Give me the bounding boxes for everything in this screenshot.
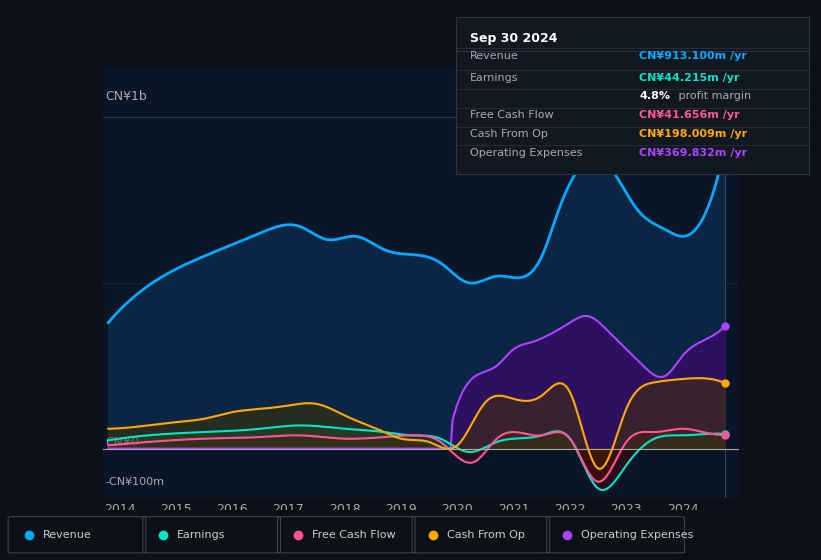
Text: CN¥198.009m /yr: CN¥198.009m /yr bbox=[640, 129, 747, 139]
Text: Operating Expenses: Operating Expenses bbox=[581, 530, 694, 540]
Text: Earnings: Earnings bbox=[177, 530, 226, 540]
Text: -CN¥100m: -CN¥100m bbox=[105, 477, 164, 487]
Text: Free Cash Flow: Free Cash Flow bbox=[470, 110, 553, 120]
Text: Operating Expenses: Operating Expenses bbox=[470, 148, 582, 158]
Text: Sep 30 2024: Sep 30 2024 bbox=[470, 32, 557, 45]
Text: CN¥41.656m /yr: CN¥41.656m /yr bbox=[640, 110, 740, 120]
Text: Revenue: Revenue bbox=[43, 530, 91, 540]
Text: Revenue: Revenue bbox=[470, 51, 519, 60]
Text: CN¥44.215m /yr: CN¥44.215m /yr bbox=[640, 73, 740, 83]
Text: CN¥1b: CN¥1b bbox=[105, 90, 147, 104]
Text: Earnings: Earnings bbox=[470, 73, 518, 83]
Text: 4.8%: 4.8% bbox=[640, 91, 670, 101]
Text: CN¥913.100m /yr: CN¥913.100m /yr bbox=[640, 51, 747, 60]
Text: CN¥0: CN¥0 bbox=[105, 436, 140, 449]
Text: Free Cash Flow: Free Cash Flow bbox=[312, 530, 396, 540]
Text: profit margin: profit margin bbox=[675, 91, 750, 101]
Text: CN¥369.832m /yr: CN¥369.832m /yr bbox=[640, 148, 747, 158]
Text: Cash From Op: Cash From Op bbox=[470, 129, 548, 139]
Text: Cash From Op: Cash From Op bbox=[447, 530, 525, 540]
